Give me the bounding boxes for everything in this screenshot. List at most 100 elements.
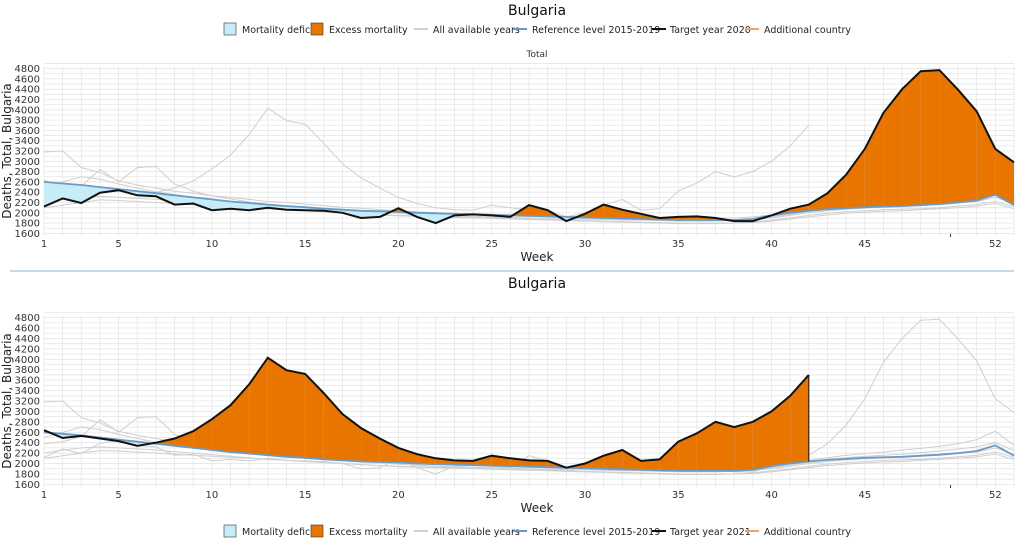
legend-label-target: Target year 2021 (669, 527, 751, 538)
x-tick-label: 15 (299, 490, 312, 501)
excess-area (958, 89, 977, 203)
excess-area (920, 70, 940, 206)
y-tick-label: 3600 (15, 376, 40, 387)
y-tick-label: 4400 (15, 85, 40, 96)
excess-area (529, 460, 548, 468)
excess-area (585, 455, 604, 469)
excess-area (939, 70, 958, 205)
all-years-line (43, 449, 1015, 475)
y-tick-label: 4000 (15, 105, 40, 116)
y-tick-label: 2000 (15, 208, 40, 219)
x-tick-label: 45 (858, 239, 871, 250)
y-tick-label: 4600 (15, 74, 40, 85)
reference-line (43, 181, 1015, 221)
y-axis-title: Deaths, Total, Bulgaria (0, 83, 14, 219)
y-tick-label: 3400 (15, 386, 40, 397)
target-year-line (43, 69, 1015, 225)
excess-area (193, 419, 212, 450)
y-tick-label: 4000 (15, 355, 40, 366)
y-tick-label: 2400 (15, 438, 40, 449)
x-tick-label: 52 (989, 239, 1002, 250)
y-tick-label: 2400 (15, 188, 40, 199)
y-tick-label: 4800 (15, 64, 40, 75)
y-tick-label: 2200 (15, 449, 40, 460)
y-tick-label: 1800 (15, 219, 40, 230)
deficit-area (230, 201, 250, 211)
y-tick-label: 2200 (15, 198, 40, 209)
excess-area (771, 395, 791, 467)
legend-label-reference: Reference level 2015-2019 (532, 527, 660, 538)
x-tick-label: 20 (392, 490, 405, 501)
y-tick-label: 2800 (15, 417, 40, 428)
excess-area (603, 204, 623, 219)
excess-area (790, 374, 809, 464)
chart-title: Bulgaria (508, 3, 566, 19)
y-tick-label: 2600 (15, 428, 40, 439)
legend-swatch-deficit (223, 22, 237, 36)
legend-label-all-years: All available years (433, 25, 520, 36)
x-tick-label: 15 (299, 239, 312, 250)
y-tick-label: 1600 (15, 480, 40, 491)
excess-area (752, 411, 772, 470)
excess-area (976, 111, 996, 201)
excess-area (696, 421, 716, 471)
legend-label-deficit: Mortality deficit (242, 527, 317, 538)
y-tick-label: 3400 (15, 136, 40, 147)
legend: Mortality deficit Excess mortality All ava… (223, 524, 851, 538)
excess-area (230, 384, 250, 454)
x-tick-label: 35 (672, 490, 685, 501)
excess-area (715, 421, 735, 471)
y-tick-label: 3200 (15, 147, 40, 158)
x-tick-label: 1 (41, 490, 47, 501)
excess-area (174, 431, 194, 448)
y-tick-label: 3000 (15, 157, 40, 168)
excess-area (846, 148, 865, 209)
legend-label-excess: Excess mortality (329, 527, 408, 538)
legend-swatch-excess (310, 22, 324, 36)
y-tick-label: 2800 (15, 167, 40, 178)
excess-area (902, 71, 921, 207)
legend-label-all-years: All available years (433, 527, 520, 538)
excess-area (398, 447, 418, 464)
excess-area (622, 209, 641, 219)
all-years-line (43, 165, 1015, 222)
all-years-line (43, 107, 810, 218)
excess-area (342, 414, 362, 462)
y-tick-label: 3200 (15, 397, 40, 408)
x-tick-label: 5 (115, 239, 121, 250)
x-axis-title: Week (521, 250, 554, 264)
legend-swatch-excess (310, 524, 324, 538)
excess-area (864, 112, 884, 208)
x-tick-label: 52 (989, 490, 1002, 501)
legend-label-additional: Additional country (764, 25, 851, 36)
excess-area (622, 450, 641, 470)
chart-panel-2: Bulgaria 16001800200022002400260028003000… (0, 276, 1015, 515)
reference-line (43, 431, 1015, 472)
excess-area (659, 441, 679, 471)
excess-area (529, 205, 548, 217)
deficit-area (211, 199, 231, 211)
chart-title: Bulgaria (508, 276, 566, 292)
excess-area (678, 433, 697, 471)
x-tick-label: 30 (579, 239, 592, 250)
excess-area (995, 148, 1014, 206)
legend-label-excess: Excess mortality (329, 25, 408, 36)
x-tick-label: 40 (765, 490, 778, 501)
legend-label-reference: Reference level 2015-2019 (532, 25, 660, 36)
y-axis-title: Deaths, Total, Bulgaria (0, 333, 14, 469)
x-axis-title: Week (521, 501, 554, 515)
y-tick-label: 4200 (15, 344, 40, 355)
facet-label: Total (525, 50, 547, 60)
y-tick-label: 2600 (15, 177, 40, 188)
legend: Mortality deficit Excess mortality All ava… (223, 22, 851, 36)
y-tick-label: 4800 (15, 313, 40, 324)
legend-label-deficit: Mortality deficit (242, 25, 317, 36)
excess-area (808, 193, 828, 211)
all-years-line (43, 318, 1015, 475)
x-tick-label: 30 (579, 490, 592, 501)
deficit-area (81, 185, 100, 203)
y-tick-label: 1800 (15, 469, 40, 480)
x-tick-label: 35 (672, 239, 685, 250)
